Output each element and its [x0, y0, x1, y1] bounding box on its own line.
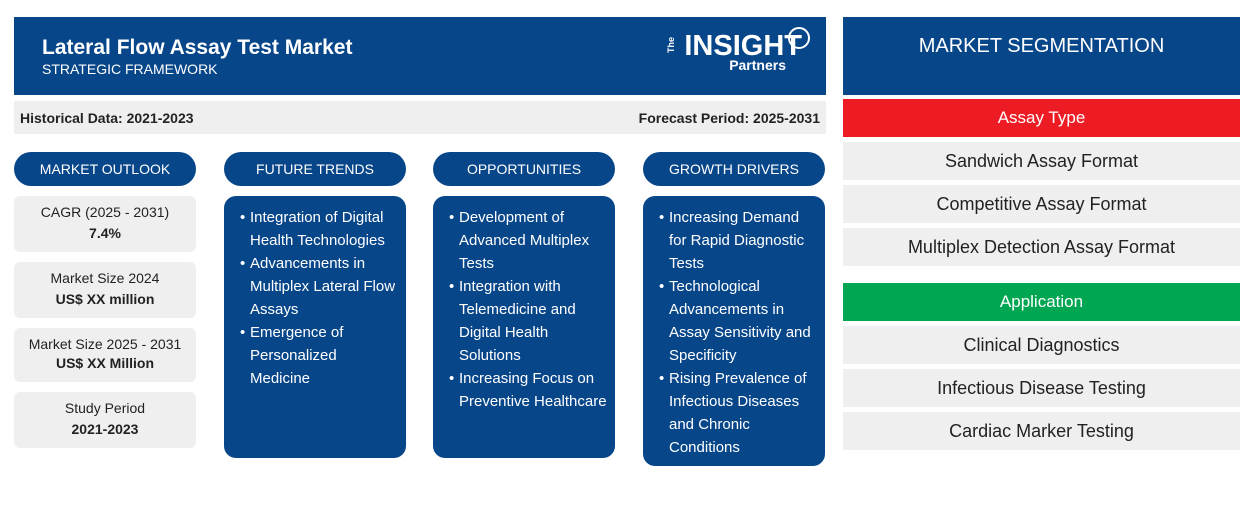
future-trends-header: FUTURE TRENDS — [224, 152, 406, 186]
market-size-forecast-value: US$ XX Million — [55, 355, 154, 371]
study-period-box: Study Period 2021-2023 — [14, 392, 196, 448]
period-bar: Historical Data: 2021-2023 Forecast Peri… — [14, 101, 826, 134]
logo-circle-icon — [788, 27, 810, 49]
historical-period: Historical Data: 2021-2023 — [20, 110, 194, 126]
driver-item: Rising Prevalence of Infectious Diseases… — [659, 367, 817, 459]
cagr-box: CAGR (2025 - 2031) 7.4% — [14, 196, 196, 252]
trend-item: Integration of Digital Health Technologi… — [240, 206, 398, 252]
segment-category-application: Application — [843, 283, 1240, 321]
page-subtitle: STRATEGIC FRAMEWORK — [42, 61, 218, 77]
segment-item: Cardiac Marker Testing — [843, 412, 1240, 450]
page-title: Lateral Flow Assay Test Market — [42, 36, 353, 59]
insight-partners-logo: The INSIGHT Partners — [666, 27, 810, 73]
segment-item: Clinical Diagnostics — [843, 326, 1240, 364]
driver-item: Technological Advancements in Assay Sens… — [659, 275, 817, 367]
market-outlook-header: MARKET OUTLOOK — [14, 152, 196, 186]
logo-sub-text: Partners — [729, 57, 786, 73]
study-period-label: Study Period — [64, 400, 146, 416]
study-period-value: 2021-2023 — [71, 421, 139, 437]
opportunity-item: Development of Advanced Multiplex Tests — [449, 206, 607, 275]
opportunities-header: OPPORTUNITIES — [433, 152, 615, 186]
cagr-value: 7.4% — [89, 225, 121, 241]
cagr-label: CAGR (2025 - 2031) — [40, 204, 170, 220]
segment-item: Sandwich Assay Format — [843, 142, 1240, 180]
segment-item: Competitive Assay Format — [843, 185, 1240, 223]
report-header: Lateral Flow Assay Test Market STRATEGIC… — [14, 17, 826, 95]
segment-category-assay-type: Assay Type — [843, 99, 1240, 137]
trend-item: Emergence of Personalized Medicine — [240, 321, 398, 390]
growth-drivers-header: GROWTH DRIVERS — [643, 152, 825, 186]
opportunities-panel: Development of Advanced Multiplex Tests … — [433, 196, 615, 458]
future-trends-panel: Integration of Digital Health Technologi… — [224, 196, 406, 458]
market-size-forecast-label: Market Size 2025 - 2031 — [28, 336, 182, 352]
market-size-2024-label: Market Size 2024 — [50, 270, 160, 286]
opportunity-item: Integration with Telemedicine and Digita… — [449, 275, 607, 367]
market-segmentation-header: MARKET SEGMENTATION — [843, 17, 1240, 95]
trend-item: Advancements in Multiplex Lateral Flow A… — [240, 252, 398, 321]
market-size-forecast-box: Market Size 2025 - 2031 US$ XX Million — [14, 328, 196, 382]
segment-item: Infectious Disease Testing — [843, 369, 1240, 407]
forecast-period: Forecast Period: 2025-2031 — [638, 110, 820, 126]
opportunity-item: Increasing Focus on Preventive Healthcar… — [449, 367, 607, 413]
segment-item: Multiplex Detection Assay Format — [843, 228, 1240, 266]
growth-drivers-panel: Increasing Demand for Rapid Diagnostic T… — [643, 196, 825, 466]
driver-item: Increasing Demand for Rapid Diagnostic T… — [659, 206, 817, 275]
logo-main-text: INSIGHT — [684, 30, 802, 62]
market-size-2024-value: US$ XX million — [55, 291, 155, 307]
market-size-2024-box: Market Size 2024 US$ XX million — [14, 262, 196, 318]
logo-the-text: The — [666, 37, 677, 54]
